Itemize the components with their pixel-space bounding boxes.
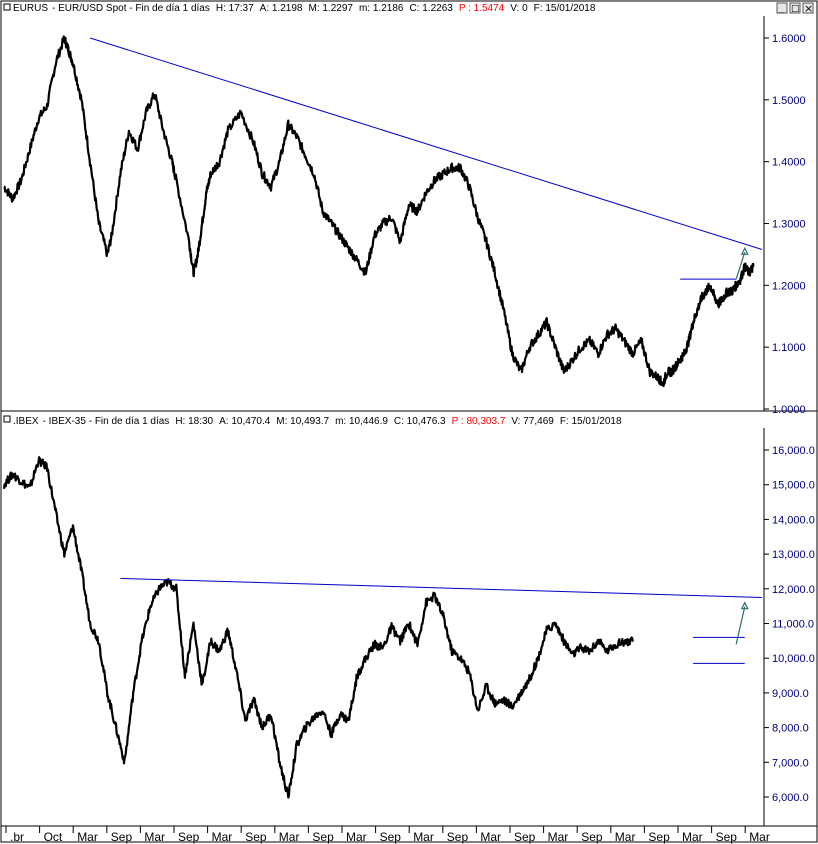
header-c-field: C: 10,476.3	[394, 416, 446, 427]
ytick-label: 1.0000	[772, 404, 806, 416]
xtick-label: Oct	[44, 830, 63, 844]
ytick-label: 6,000.0	[772, 792, 809, 804]
xtick-label: Mar	[682, 830, 703, 844]
header-v-field: V: 77,469	[511, 416, 554, 427]
ytick-label: 12,000.0	[772, 584, 815, 596]
top-header-text: EURUS - EUR/USD Spot - Fin de día 1 días H…	[13, 3, 596, 14]
top-panel-header: EURUS - EUR/USD Spot - Fin de día 1 días H…	[3, 3, 596, 14]
ytick-label: 13,000.0	[772, 549, 815, 561]
xtick-label: Sep	[581, 830, 603, 844]
ytick-label: 8,000.0	[772, 723, 809, 735]
header-f-field: F: 15/01/2018	[560, 416, 622, 427]
xtick-label: Sep	[447, 830, 469, 844]
ibex-plot: 16,000.0 15,000.0 14,000.0 13,000.0 12,000.0…	[2, 445, 815, 804]
minimize-button[interactable]	[776, 2, 788, 14]
xtick-label: .br	[10, 830, 24, 844]
minimize-icon: _	[778, 3, 785, 13]
xtick-label: Mar	[346, 830, 367, 844]
close-button[interactable]	[802, 2, 814, 14]
bottom-panel-header: .IBEX - IBEX-35 - Fin de día 1 días H: 18:…	[3, 415, 622, 427]
projection-arrowhead	[740, 246, 749, 255]
trendline	[120, 577, 763, 598]
ytick-label: 1.5000	[772, 95, 806, 107]
xtick-label: Sep	[514, 830, 536, 844]
header-f-field: F: 15/01/2018	[534, 3, 596, 14]
header-symbol-field: EURUS	[13, 3, 48, 14]
panel-marker-icon	[3, 3, 11, 11]
ytick-label: 9,000.0	[772, 688, 809, 700]
header-m-field: m: 1.2186	[359, 3, 404, 14]
xtick-label: Mar	[480, 830, 501, 844]
window-controls: _ □ ×	[776, 2, 814, 15]
xtick-label: Mar	[413, 830, 434, 844]
xtick-label: Mar	[77, 830, 98, 844]
panel-marker-icon	[3, 415, 11, 423]
trendline	[89, 37, 763, 250]
header-symbol-field: .IBEX	[13, 416, 39, 427]
header-a-field: A: 1.2198	[260, 3, 303, 14]
ytick-label: 15,000.0	[772, 480, 815, 492]
header-c-field: C: 1.2263	[409, 3, 453, 14]
xtick-label: Sep	[178, 830, 200, 844]
bottom-header-text: .IBEX - IBEX-35 - Fin de día 1 días H: 18:…	[13, 416, 622, 427]
header-description-field: - EUR/USD Spot - Fin de día 1 días	[52, 3, 210, 14]
xtick-label: Mar	[749, 830, 770, 844]
xtick-label: Mar	[615, 830, 636, 844]
header-m-field: m: 10,446.9	[335, 416, 388, 427]
xtick-label: Sep	[312, 830, 334, 844]
xtick-label: Mar	[212, 830, 233, 844]
header-p-field: P : 1.5474	[459, 3, 505, 14]
xtick-label: Sep	[380, 830, 402, 844]
header-description-field: - IBEX-35 - Fin de día 1 días	[43, 416, 170, 427]
restore-icon: □	[791, 4, 800, 14]
xtick-label: Sep	[716, 830, 738, 844]
eurusd-plot: 1.6000 1.5000 1.4000 1.3000 1.2000 1.1000 1.00…	[3, 33, 806, 416]
ytick-label: 11,000.0	[772, 619, 814, 631]
ytick-label: 7,000.0	[772, 757, 809, 769]
header-h-field: H: 18:30	[175, 416, 213, 427]
price-series-line	[3, 35, 755, 388]
ytick-label: 1.3000	[772, 219, 806, 231]
ytick-label: 10,000.0	[772, 653, 815, 665]
header-m-field: M: 10,493.7	[276, 416, 329, 427]
xtick-label: Mar	[144, 830, 165, 844]
header-a-field: A: 10,470.4	[219, 416, 271, 427]
xtick-label: Sep	[111, 830, 133, 844]
ytick-label: 1.4000	[772, 157, 806, 169]
price-series-line	[2, 456, 634, 799]
xtick-label: Sep	[648, 830, 670, 844]
header-v-field: V: 0	[510, 3, 528, 14]
header-m-field: M: 1.2297	[308, 3, 353, 14]
ytick-label: 16,000.0	[772, 445, 815, 457]
xtick-label: Mar	[279, 830, 300, 844]
close-icon: ×	[804, 2, 813, 15]
header-p-field: P : 80,303.7	[452, 416, 506, 427]
projection-arrow	[735, 252, 746, 280]
ytick-label: 1.1000	[772, 342, 806, 354]
xtick-label: Sep	[245, 830, 267, 844]
ytick-label: 14,000.0	[772, 514, 815, 526]
projection-arrowhead	[740, 601, 749, 610]
projection-arrow	[735, 606, 746, 645]
restore-button[interactable]	[789, 2, 801, 14]
ytick-label: 1.6000	[772, 33, 806, 45]
header-h-field: H: 17:37	[216, 3, 254, 14]
xtick-label: Mar	[548, 830, 569, 844]
x-axis: .br Oct Mar Sep Mar Sep Mar Sep Mar Sep Mar Sep Mar S…	[5, 826, 770, 844]
ytick-label: 1.2000	[772, 280, 806, 292]
